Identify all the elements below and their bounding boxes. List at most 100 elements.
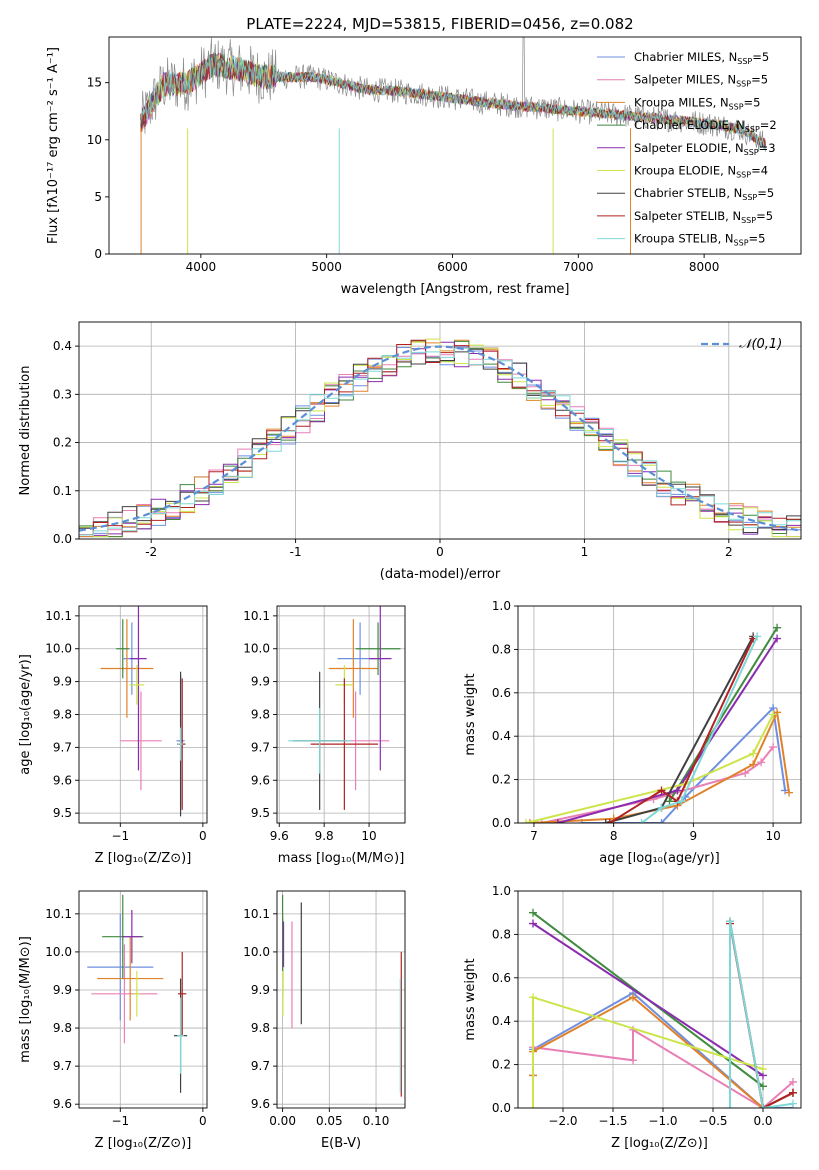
axes-frame (276, 890, 406, 1109)
y-tick-label: 0 (94, 247, 102, 261)
mass-weight-marker (673, 786, 682, 795)
x-tick-label: -2 (145, 545, 157, 559)
mass-weight-line (729, 923, 794, 1108)
y-tick-label: 1.0 (492, 599, 511, 613)
legend-label: Chabrier ELODIE, NSSP=2 (634, 118, 777, 134)
legend: Chabrier MILES, NSSP=5 Salpeter MILES, NS… (597, 50, 777, 248)
mass-weight-marker (753, 632, 762, 641)
x-axis-label: mass [log₁₀(M/M⊙)] (278, 851, 405, 866)
mass-weight-marker (789, 1099, 797, 1108)
mass-weight-marker (529, 1104, 537, 1108)
mass-weight-line (640, 635, 759, 823)
x-tick-label: −0.5 (698, 1114, 727, 1128)
y-tick-label: 0.2 (53, 436, 72, 450)
y-tick-label: 1.0 (492, 884, 511, 898)
y-tick-label: 0.8 (492, 642, 511, 656)
plot-area (282, 894, 402, 1097)
x-tick-label: 8000 (689, 260, 720, 274)
mass-weight-line (529, 708, 790, 823)
y-tick-label: 10.1 (243, 609, 270, 623)
mass-weight-marker (757, 758, 766, 767)
y-tick-label: 9.8 (53, 1021, 72, 1035)
y-tick-label: 0.2 (492, 773, 511, 787)
y-tick-label: 10.1 (45, 609, 72, 623)
axes-spectrum: 4000 5000 6000 7000 8000 0 5 10 15 wavelength [An… (46, 36, 802, 297)
mass-weight-marker (537, 819, 546, 823)
mass-weight-marker (677, 797, 686, 806)
axes-massweight-vs-Z: −2.0 −1.5 −1.0 −0.5 0.0 0.0 0.2 0.4 0.6 0.8 1.0 Z [… (463, 884, 802, 1151)
y-tick-label: 9.9 (53, 983, 72, 997)
axes-mass-vs-Z: −1 0 9.6 9.7 9.8 9.9 10.0 10.1 Z [log₁₀(Z/Z⊙)] ma… (18, 890, 208, 1151)
y-tick-label: 10.1 (243, 907, 270, 921)
axes-frame (517, 890, 802, 1109)
mass-weight-marker (769, 710, 778, 719)
legend-label: 𝒩(0,1) (739, 337, 782, 352)
x-tick-label: 0 (436, 545, 444, 559)
y-tick-label: 9.7 (53, 1059, 72, 1073)
mass-weight-line (729, 921, 794, 1108)
grid (79, 606, 207, 823)
mass-weight-marker (789, 1088, 797, 1097)
y-tick-label: 10.0 (45, 945, 72, 959)
mass-weight-marker (773, 623, 782, 632)
x-tick-label: 7 (530, 829, 538, 843)
mass-weight-line (668, 627, 778, 802)
y-tick-label: 9.6 (53, 1097, 72, 1111)
y-tick-label: 10.0 (45, 642, 72, 656)
legend-label: Chabrier MILES, NSSP=5 (634, 50, 769, 66)
plot-area (288, 606, 401, 810)
y-axis-label: mass [log₁₀(M/M⊙)] (18, 936, 33, 1063)
mass-weight-marker (749, 749, 758, 758)
y-axis-label: Normed distribution (18, 366, 33, 496)
x-tick-label: 8 (610, 829, 618, 843)
x-tick-label: 6000 (437, 260, 468, 274)
mass-weight-marker (525, 819, 534, 823)
y-axis-label: Flux [fλ10⁻¹⁷ erg cm⁻² s⁻¹ A⁻¹] (46, 47, 61, 244)
y-tick-label: 9.7 (251, 1059, 270, 1073)
x-tick-label: −1.0 (648, 1114, 677, 1128)
x-axis-label: E(B-V) (321, 1136, 361, 1151)
x-axis-label: Z [log₁₀(Z/Z⊙)] (611, 1136, 708, 1151)
mass-weight-marker (629, 1056, 637, 1065)
y-tick-label: 0.0 (492, 1101, 511, 1115)
y-tick-label: 9.9 (251, 983, 270, 997)
mass-weight-marker (759, 1104, 767, 1108)
y-tick-label: 9.7 (53, 740, 72, 754)
y-tick-label: 0.2 (492, 1058, 511, 1072)
x-tick-label: 0.00 (269, 1114, 296, 1128)
mass-weight-marker (657, 819, 666, 823)
mass-weight-marker (759, 1082, 767, 1091)
y-tick-label: 9.5 (53, 806, 72, 820)
y-tick-label: 0.6 (492, 686, 511, 700)
legend-label: Salpeter MILES, NSSP=5 (634, 73, 768, 89)
y-tick-label: 9.8 (53, 708, 72, 722)
y-tick-label: 0.8 (492, 927, 511, 941)
mass-weight-line (729, 921, 794, 1108)
y-tick-label: 9.7 (251, 740, 270, 754)
y-tick-label: 9.6 (53, 773, 72, 787)
plot-area (87, 894, 188, 1093)
legend-label: Kroupa STELIB, NSSP=5 (634, 232, 765, 248)
y-tick-label: 0.6 (492, 971, 511, 985)
y-axis-label: mass weight (463, 673, 478, 755)
x-tick-label: 10 (361, 829, 376, 843)
x-axis-label: age [log₁₀(age/yr)] (599, 851, 720, 866)
legend-label: Salpeter ELODIE, NSSP=3 (634, 141, 776, 157)
mass-weight-marker (605, 819, 614, 823)
mass-weight-marker (726, 917, 734, 926)
x-tick-label: −1 (111, 829, 129, 843)
grid (277, 606, 405, 823)
y-tick-label: 0.0 (492, 816, 511, 830)
y-tick-label: 10 (87, 133, 102, 147)
y-tick-label: 9.8 (251, 708, 270, 722)
axes-mass-vs-EBV: 0.00 0.05 0.10 9.6 9.7 9.8 9.9 10.0 10.1 E(B-V) (243, 890, 406, 1151)
mass-weight-marker (769, 743, 778, 752)
mass-weight-marker (759, 1064, 767, 1073)
x-tick-label: −2.0 (548, 1114, 577, 1128)
x-tick-label: 9.6 (270, 829, 289, 843)
x-axis-label: Z [log₁₀(Z/Z⊙)] (95, 1136, 192, 1151)
x-tick-label: 4000 (186, 260, 217, 274)
y-tick-label: 10.0 (243, 642, 270, 656)
mass-weight-marker (553, 819, 562, 823)
plot-area (79, 338, 801, 538)
